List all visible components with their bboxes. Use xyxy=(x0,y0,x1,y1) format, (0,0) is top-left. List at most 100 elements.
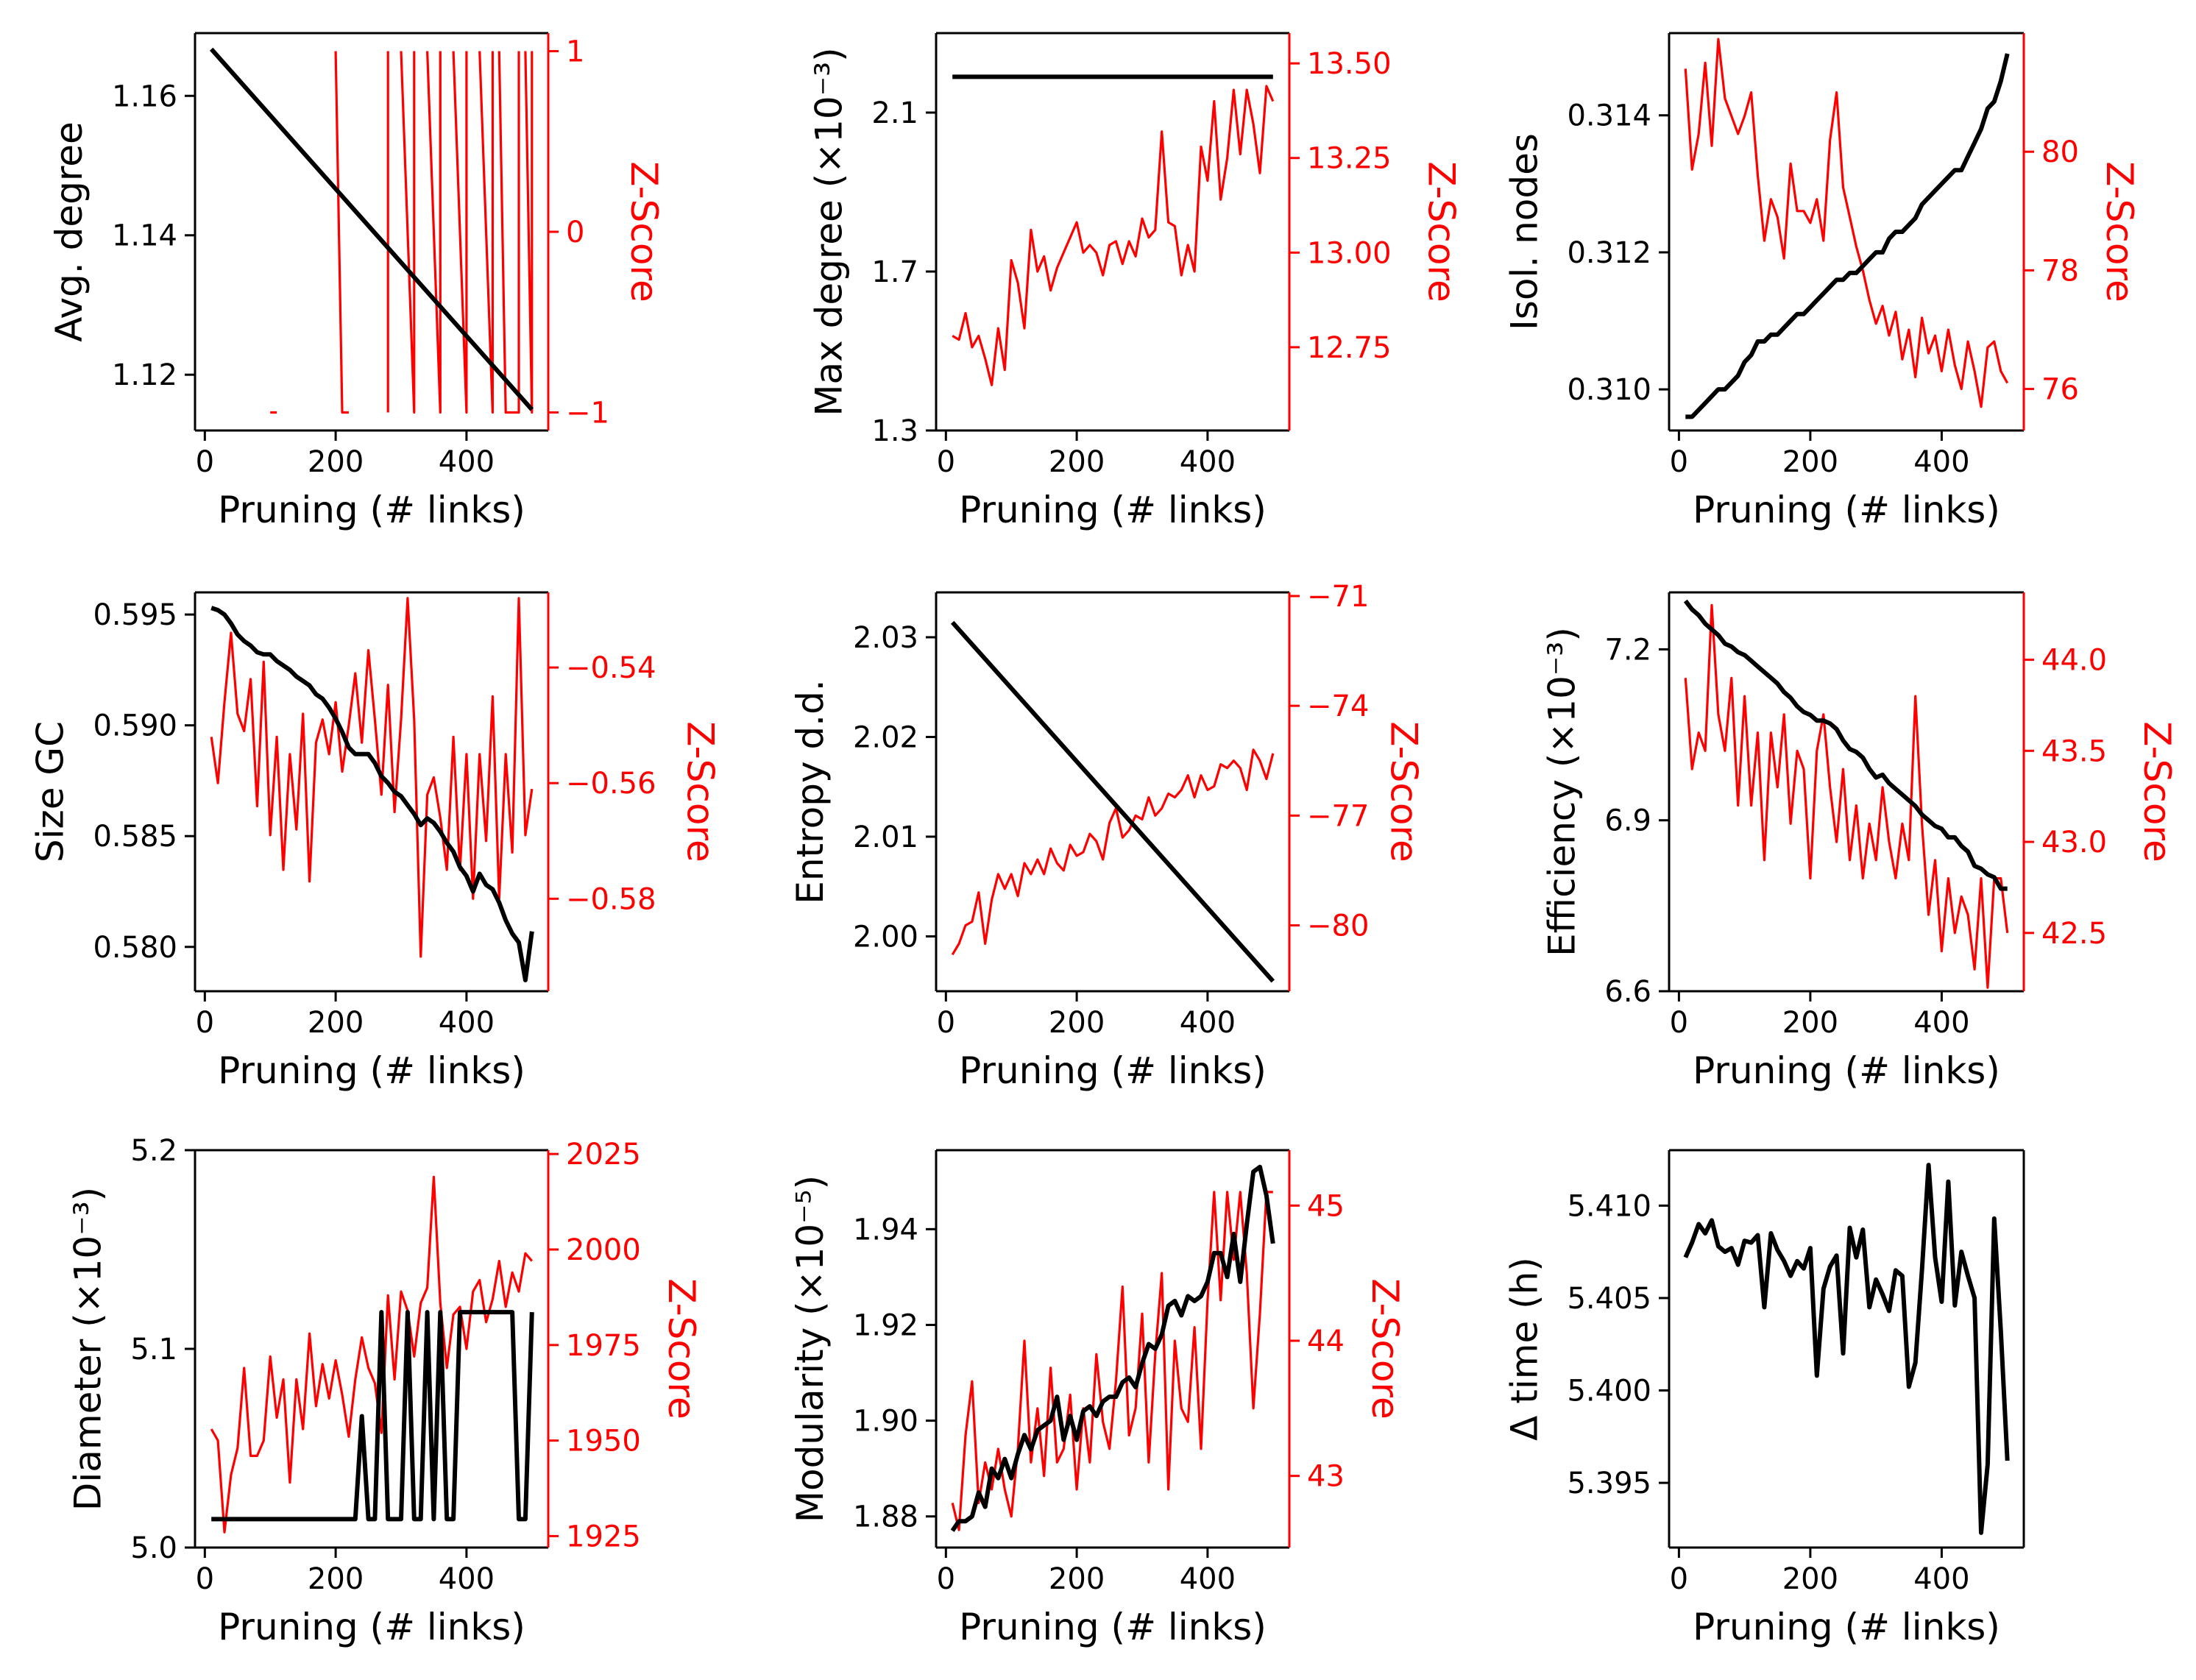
zscore-line xyxy=(270,51,534,414)
x-tick-label: 400 xyxy=(1913,445,1969,479)
x-tick-label: 200 xyxy=(1782,1006,1838,1040)
y-tick-label: 2.1 xyxy=(871,96,918,130)
series-group xyxy=(950,1164,1275,1532)
y2-axis-label: Z-Score xyxy=(660,1278,703,1419)
y-tick-label: 0.590 xyxy=(93,709,177,743)
y2-tick-label: 78 xyxy=(2041,254,2079,288)
metric-line xyxy=(210,606,534,982)
y2-tick-label: 45 xyxy=(1307,1189,1345,1223)
y2-tick-label: 12.75 xyxy=(1307,331,1392,365)
x-tick-label: 200 xyxy=(1782,445,1838,479)
y-axis-label: Max degree (×10⁻³) xyxy=(808,47,851,416)
y-axis-label: Avg. degree xyxy=(48,121,91,342)
x-tick-label: 0 xyxy=(937,445,955,479)
x-tick-label: 200 xyxy=(1782,1562,1838,1596)
y-tick-label: 5.395 xyxy=(1567,1467,1651,1500)
y-tick-label: 5.410 xyxy=(1567,1189,1651,1223)
metric-line xyxy=(950,1164,1275,1532)
x-tick-label: 200 xyxy=(1049,1006,1105,1040)
x-tick-label: 400 xyxy=(439,1006,495,1040)
x-tick-label: 200 xyxy=(1049,1562,1105,1596)
x-tick-label: 0 xyxy=(1670,1562,1688,1596)
subplot-efficiency: 0 200 400 6.6 6.9 7.2 42.5 43.0 43.5 44.0 Pruning … xyxy=(1541,591,2178,1092)
y2-tick-label: 43.5 xyxy=(2041,734,2107,768)
y-tick-label: 1.7 xyxy=(871,255,918,289)
y2-tick-label: 13.50 xyxy=(1307,47,1392,81)
x-tick-label: 0 xyxy=(937,1006,955,1040)
y-tick-label: 5.0 xyxy=(130,1531,177,1565)
y-tick-label: 5.1 xyxy=(130,1333,177,1367)
subplot-delta-time: 0 200 400 5.395 5.400 5.405 5.410 Pruning (# li… xyxy=(1503,1149,2025,1648)
y-tick-label: 0.312 xyxy=(1567,236,1651,270)
subplot-avg-degree: 0 200 400 1.12 1.14 1.16 −1 0 1 Pruning (# links)… xyxy=(48,32,665,531)
y-tick-label: 1.94 xyxy=(853,1213,918,1247)
y-tick-label: 2.03 xyxy=(853,621,918,655)
y-tick-label: 0.580 xyxy=(93,931,177,965)
y2-tick-label: 1925 xyxy=(566,1520,641,1553)
y2-tick-label: 44.0 xyxy=(2041,644,2107,678)
subplot-diameter: 0 200 400 5.0 5.1 5.2 1925 1950 1975 2000 2025 Prun… xyxy=(67,1134,704,1648)
subplot-size-gc: 0 200 400 0.580 0.585 0.590 0.595 −0.58 −0.56 −0.… xyxy=(29,591,722,1092)
x-tick-label: 0 xyxy=(196,1006,214,1040)
x-axis-label: Pruning (# links) xyxy=(1693,1606,2000,1648)
subplot-isol-nodes: 0 200 400 0.310 0.312 0.314 76 78 80 Pruning (# l… xyxy=(1503,32,2141,531)
x-axis-label: Pruning (# links) xyxy=(1693,489,2000,531)
x-tick-label: 0 xyxy=(196,1562,214,1596)
subplot-max-degree: 0 200 400 1.3 1.7 2.1 12.75 13.00 13.25 13.50 Prun… xyxy=(808,32,1463,531)
x-tick-label: 0 xyxy=(1670,445,1688,479)
zscore-line xyxy=(952,85,1275,386)
y2-tick-label: 2025 xyxy=(566,1138,641,1172)
y-tick-label: 1.12 xyxy=(112,358,177,392)
x-tick-label: 400 xyxy=(439,1562,495,1596)
x-tick-label: 200 xyxy=(1049,445,1105,479)
x-tick-label: 0 xyxy=(196,445,214,479)
y2-tick-label: −77 xyxy=(1307,799,1369,833)
x-axis-label: Pruning (# links) xyxy=(959,1049,1267,1092)
y-axis-label: Δ time (h) xyxy=(1503,1257,1546,1441)
x-tick-label: 400 xyxy=(1180,1006,1236,1040)
y2-tick-label: −0.58 xyxy=(566,882,656,916)
y2-axis-label: Z-Score xyxy=(2098,161,2141,302)
x-axis-label: Pruning (# links) xyxy=(1693,1049,2000,1092)
y2-axis-label: Z-Score xyxy=(1364,1278,1406,1419)
y2-tick-label: −71 xyxy=(1307,580,1369,614)
y-tick-label: 1.3 xyxy=(871,414,918,448)
metric-line xyxy=(209,47,534,411)
x-axis-label: Pruning (# links) xyxy=(959,489,1267,531)
metric-line xyxy=(1685,53,2010,419)
y2-tick-label: −1 xyxy=(566,396,609,430)
metric-line xyxy=(950,620,1275,983)
y-tick-label: 0.585 xyxy=(93,820,177,854)
zscore-line xyxy=(1684,603,2009,989)
y2-tick-label: −74 xyxy=(1307,690,1369,723)
metric-line xyxy=(1683,599,2008,891)
x-tick-label: 200 xyxy=(308,1562,364,1596)
y-tick-label: 2.01 xyxy=(853,820,918,854)
x-axis-label: Pruning (# links) xyxy=(218,489,525,531)
y-tick-label: 1.16 xyxy=(112,79,177,113)
y2-tick-label: 42.5 xyxy=(2041,917,2107,951)
metric-line xyxy=(1683,1163,2010,1535)
y2-tick-label: −0.54 xyxy=(566,651,656,685)
y2-axis-label: Z-Score xyxy=(1420,161,1463,302)
series-group xyxy=(210,597,534,982)
series-group xyxy=(952,74,1275,386)
y2-tick-label: 1950 xyxy=(566,1425,641,1459)
y2-tick-label: 43 xyxy=(1307,1460,1345,1494)
y2-tick-label: 0 xyxy=(566,216,584,249)
x-tick-label: 0 xyxy=(937,1562,955,1596)
y-tick-label: 6.9 xyxy=(1604,804,1651,838)
y-tick-label: 0.595 xyxy=(93,598,177,632)
series-group xyxy=(950,620,1275,983)
series-group xyxy=(209,47,534,414)
x-tick-label: 400 xyxy=(1180,445,1236,479)
x-tick-label: 200 xyxy=(308,1006,364,1040)
y-tick-label: 2.00 xyxy=(853,920,918,954)
y-axis-label: Isol. nodes xyxy=(1503,133,1546,330)
series-group xyxy=(1683,1163,2010,1535)
y-tick-label: 5.2 xyxy=(130,1134,177,1168)
y2-tick-label: −80 xyxy=(1307,909,1369,943)
x-tick-label: 400 xyxy=(439,445,495,479)
y2-axis-label: Z-Score xyxy=(623,161,665,302)
